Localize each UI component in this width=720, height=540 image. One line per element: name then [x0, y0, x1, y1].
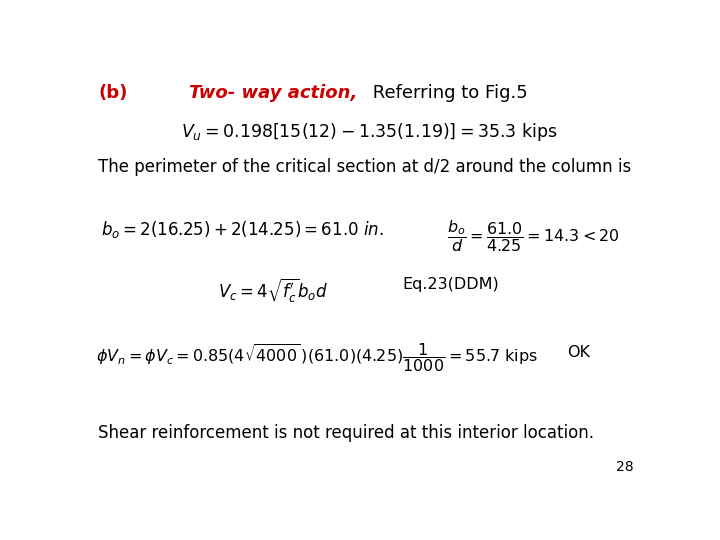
Text: (b): (b) — [99, 84, 127, 102]
Text: The perimeter of the critical section at d/2 around the column is: The perimeter of the critical section at… — [99, 158, 631, 177]
Text: $b_o = 2(16.25) + 2(14.25) = 61.0\ \mathit{in.}$: $b_o = 2(16.25) + 2(14.25) = 61.0\ \math… — [101, 219, 384, 240]
Text: OK: OK — [567, 346, 590, 361]
Text: 28: 28 — [616, 461, 634, 474]
Text: $V_u = 0.198\mathsf{[}15(12) - 1.35(1.19)\mathsf{]}= 35.3\ \mathsf{kips}$: $V_u = 0.198\mathsf{[}15(12) - 1.35(1.19… — [181, 121, 557, 143]
Text: $\phi V_n = \phi V_c = 0.85(4\sqrt{4000}\,)(61.0)(4.25)\dfrac{1}{1000} = 55.7\ \: $\phi V_n = \phi V_c = 0.85(4\sqrt{4000}… — [96, 341, 537, 374]
Text: Eq.23(DDM): Eq.23(DDM) — [402, 277, 499, 292]
Text: $V_c = 4\sqrt{f_c^{\prime}}b_o d$: $V_c = 4\sqrt{f_c^{\prime}}b_o d$ — [218, 277, 328, 305]
Text: Shear reinforcement is not required at this interior location.: Shear reinforcement is not required at t… — [99, 424, 595, 442]
Text: Two- way action,: Two- way action, — [189, 84, 357, 102]
Text: $\dfrac{b_o}{d} = \dfrac{61.0}{4.25} = 14.3 < 20$: $\dfrac{b_o}{d} = \dfrac{61.0}{4.25} = 1… — [447, 219, 620, 254]
Text: Referring to Fig.5: Referring to Fig.5 — [367, 84, 528, 102]
